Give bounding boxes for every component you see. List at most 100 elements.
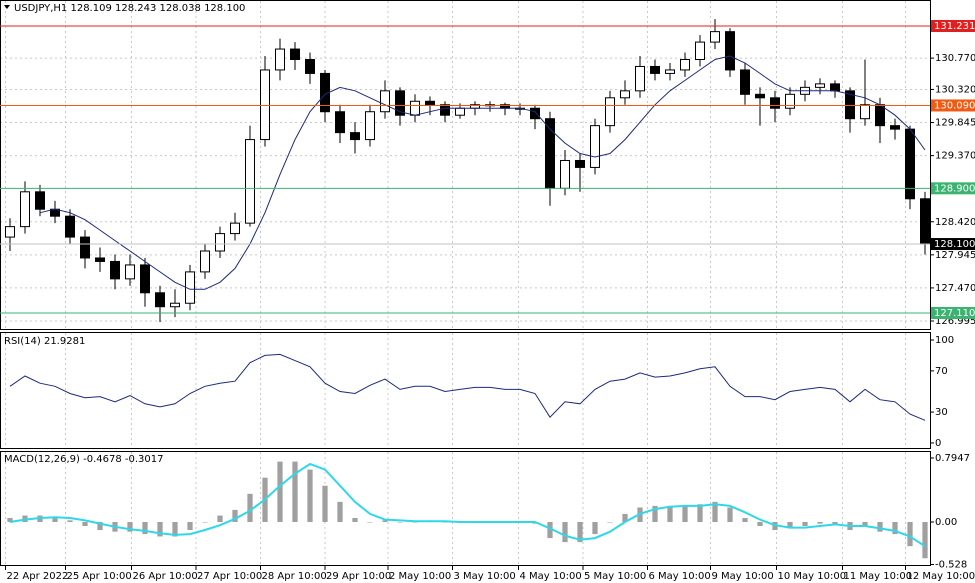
macd-bar	[187, 521, 193, 531]
macd-bar	[577, 521, 583, 543]
macd-bar	[667, 505, 673, 522]
candle-body	[920, 198, 931, 245]
x-tick-label: 25 Apr 10:00	[67, 571, 132, 582]
candle-body	[695, 41, 706, 60]
macd-bar	[607, 521, 613, 523]
candle-body	[5, 226, 16, 238]
macd-bar	[892, 521, 898, 535]
macd-bar	[727, 507, 733, 522]
x-tick-label: 9 May 10:00	[712, 571, 774, 582]
macd-bar	[742, 517, 748, 522]
candle-body	[680, 58, 691, 71]
macd-bar	[877, 521, 883, 532]
y-tick-label: 0	[935, 438, 941, 449]
candle-body	[845, 90, 856, 120]
macd-bar	[547, 521, 553, 539]
candle-body	[155, 292, 166, 308]
candle-body	[305, 58, 316, 74]
macd-bar	[292, 461, 298, 522]
x-tick-label: 12 May 10:00	[907, 571, 975, 582]
macd-bar	[922, 521, 928, 559]
macd-bar	[412, 521, 418, 523]
x-tick-label: 11 May 10:00	[844, 571, 913, 582]
level-label: 128.100	[934, 239, 975, 250]
x-tick-label: 6 May 10:00	[649, 571, 711, 582]
macd-bar	[367, 521, 373, 523]
level-label-bg	[931, 182, 975, 195]
candle-body	[110, 260, 121, 280]
macd-bar	[247, 493, 253, 522]
macd-bar	[397, 521, 403, 523]
level-label-bg	[931, 20, 975, 33]
macd-bar	[352, 517, 358, 522]
macd-bar	[862, 521, 868, 527]
candle-body	[65, 215, 76, 238]
candle-body	[20, 191, 31, 228]
y-tick-label: 128.420	[935, 217, 975, 228]
candle-body	[395, 90, 406, 116]
candle-body	[530, 107, 541, 120]
candle-body	[80, 236, 91, 259]
moving-average	[39, 55, 926, 290]
macd-title: MACD(12,26,9) -0.4678 -0.3017	[4, 454, 164, 465]
macd-bar	[442, 521, 448, 523]
x-tick-label: 29 Apr 10:00	[326, 571, 391, 582]
signal-line	[9, 462, 926, 548]
macd-bar	[67, 520, 73, 522]
candle-body	[560, 159, 571, 189]
rsi-title: RSI(14) 21.9281	[4, 336, 85, 347]
candle-body	[125, 264, 136, 280]
macd-bar	[757, 521, 763, 527]
macd-bar	[337, 501, 343, 522]
candle-body	[290, 48, 301, 60]
candle-body	[590, 125, 601, 168]
menu-arrow	[4, 5, 10, 9]
pane-border	[0, 332, 931, 449]
y-tick-label: 130.770	[935, 53, 975, 64]
x-tick-label: 27 Apr 10:00	[197, 571, 262, 582]
macd-bar	[322, 485, 328, 522]
x-tick-label: 3 May 10:00	[454, 571, 516, 582]
y-tick-label: -0.528	[935, 560, 967, 571]
candle-body	[335, 111, 346, 134]
macd-bar	[907, 521, 913, 547]
macd-bar	[82, 521, 88, 527]
candle-body	[830, 83, 841, 92]
macd-bar	[127, 521, 133, 532]
candle-body	[350, 132, 361, 141]
y-tick-label: 0.00	[935, 517, 957, 528]
macd-bar	[592, 521, 598, 535]
candle-body	[455, 107, 466, 116]
candle-body	[245, 139, 256, 224]
candle-body	[170, 302, 181, 308]
candle-body	[230, 222, 241, 235]
candle-body	[860, 104, 871, 120]
macd-bar	[217, 515, 223, 522]
macd-bar	[7, 517, 13, 522]
x-tick-label: 4 May 10:00	[520, 571, 582, 582]
level-label: 130.090	[934, 100, 975, 111]
level-label-bg	[931, 99, 975, 112]
y-tick-label: 0.7947	[935, 453, 970, 464]
macd-bar	[232, 509, 238, 522]
candle-body	[95, 257, 106, 262]
macd-bar	[202, 521, 208, 523]
macd-bar	[157, 521, 163, 537]
candle-body	[650, 65, 661, 74]
pane-border	[0, 451, 931, 566]
level-label: 128.900	[934, 183, 975, 194]
macd-bar	[787, 521, 793, 529]
level-label-bg	[931, 306, 975, 319]
candle-body	[200, 250, 211, 273]
x-tick-label: 5 May 10:00	[584, 571, 646, 582]
chart-title: USDJPY,H1 128.109 128.243 128.038 128.10…	[14, 3, 245, 14]
x-tick-label: 28 Apr 10:00	[262, 571, 327, 582]
macd-bar	[307, 469, 313, 522]
macd-bar	[562, 521, 568, 543]
y-tick-label: 70	[935, 366, 948, 377]
macd-bar	[802, 521, 808, 527]
candle-body	[215, 233, 226, 252]
x-tick-label: 2 May 10:00	[389, 571, 451, 582]
candle-body	[140, 264, 151, 294]
